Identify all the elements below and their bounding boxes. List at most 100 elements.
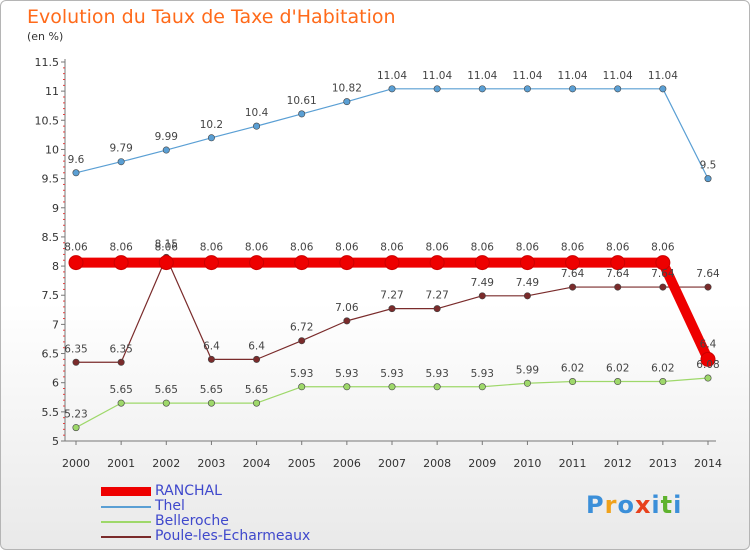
data-point-thel: [298, 110, 306, 118]
data-point-belleroche: [478, 383, 486, 391]
x-tick-label: 2005: [288, 457, 316, 470]
data-label-ranchal: 8.06: [651, 242, 675, 254]
data-label-ranchal: 8.06: [290, 242, 314, 254]
y-tick-label: 11: [45, 85, 59, 98]
data-label-belleroche: 5.99: [516, 364, 539, 376]
chart-title: Evolution du Taux de Taxe d'Habitation: [27, 6, 396, 28]
data-label-poule: 7.49: [516, 277, 539, 289]
data-point-belleroche: [343, 383, 351, 391]
data-label-ranchal: 8.06: [606, 242, 630, 254]
data-label-belleroche: 5.65: [109, 384, 132, 396]
x-tick-label: 2010: [513, 457, 541, 470]
data-label-poule: 7.64: [561, 268, 585, 280]
data-point-ranchal: [339, 255, 355, 271]
data-point-poule: [523, 292, 531, 300]
y-tick-label: 6.5: [42, 348, 60, 361]
data-label-belleroche: 6.02: [561, 363, 584, 375]
data-label-thel: 11.04: [648, 70, 678, 82]
data-point-poule: [569, 283, 577, 291]
y-tick-label: 5: [52, 435, 59, 448]
x-tick-label: 2013: [649, 457, 677, 470]
chart-subtitle: (en %): [27, 30, 64, 43]
y-tick-label: 7.5: [42, 289, 60, 302]
x-tick-label: 2014: [694, 457, 722, 470]
data-point-belleroche: [253, 399, 261, 407]
data-label-thel: 9.6: [68, 154, 85, 166]
data-label-poule: 7.27: [380, 290, 403, 302]
legend-label-ranchal: RANCHAL: [155, 483, 222, 499]
data-point-ranchal: [294, 255, 310, 271]
data-point-thel: [343, 98, 351, 106]
data-point-ranchal: [655, 255, 671, 271]
data-point-poule: [298, 337, 306, 345]
data-point-thel: [207, 134, 215, 142]
data-label-thel: 10.82: [332, 83, 362, 95]
data-point-thel: [659, 85, 667, 93]
y-tick-label: 5.5: [42, 406, 60, 419]
data-point-ranchal: [113, 255, 129, 271]
legend-item-belleroche: Belleroche: [101, 514, 310, 529]
data-label-ranchal: 8.06: [245, 242, 269, 254]
legend-swatch-poule: [101, 535, 151, 538]
data-label-thel: 11.04: [603, 70, 633, 82]
data-label-thel: 11.04: [377, 70, 407, 82]
x-tick-label: 2009: [468, 457, 496, 470]
data-point-poule: [388, 305, 396, 313]
data-point-belleroche: [72, 424, 80, 432]
data-label-thel: 9.99: [155, 131, 178, 143]
data-label-poule: 6.4: [203, 340, 220, 352]
data-label-belleroche: 5.93: [471, 368, 494, 380]
data-label-poule: 6.35: [64, 343, 87, 355]
data-point-poule: [614, 283, 622, 291]
data-label-ranchal: 8.06: [561, 242, 585, 254]
data-point-poule: [207, 355, 215, 363]
data-label-ranchal: 8.06: [64, 242, 88, 254]
data-point-poule: [433, 305, 441, 313]
data-label-ranchal: 6.4: [700, 338, 717, 350]
data-label-thel: 11.04: [512, 70, 542, 82]
data-point-poule: [253, 355, 261, 363]
data-label-belleroche: 5.93: [290, 368, 313, 380]
data-point-ranchal: [700, 351, 716, 367]
y-tick-label: 11.5: [35, 56, 60, 69]
x-tick-label: 2007: [378, 457, 406, 470]
y-tick-label: 6: [52, 377, 59, 390]
data-point-thel: [253, 122, 261, 130]
data-label-belleroche: 5.93: [335, 368, 358, 380]
legend-swatch-belleroche: [101, 520, 151, 523]
data-label-poule: 7.27: [425, 290, 448, 302]
data-point-poule: [343, 317, 351, 325]
data-point-belleroche: [704, 374, 712, 382]
data-point-thel: [388, 85, 396, 93]
data-label-belleroche: 5.93: [380, 368, 403, 380]
data-point-ranchal: [68, 255, 84, 271]
data-point-ranchal: [429, 255, 445, 271]
data-point-belleroche: [433, 383, 441, 391]
data-label-belleroche: 5.65: [245, 384, 268, 396]
legend-swatch-thel: [101, 505, 151, 508]
x-tick-label: 2006: [333, 457, 361, 470]
proxiti-logo: Proxiti: [586, 491, 683, 519]
x-tick-label: 2012: [604, 457, 632, 470]
data-point-poule: [117, 358, 125, 366]
data-label-ranchal: 8.06: [155, 242, 179, 254]
x-tick-label: 2008: [423, 457, 451, 470]
data-label-belleroche: 6.02: [651, 363, 674, 375]
y-tick-label: 10: [45, 143, 59, 156]
y-tick-label: 10.5: [35, 114, 60, 127]
data-label-thel: 10.61: [287, 95, 317, 107]
data-point-thel: [569, 85, 577, 93]
data-point-thel: [523, 85, 531, 93]
x-tick-label: 2011: [559, 457, 587, 470]
data-point-ranchal: [203, 255, 219, 271]
data-label-thel: 10.4: [245, 107, 269, 119]
data-label-thel: 9.79: [109, 143, 132, 155]
data-label-thel: 9.5: [700, 160, 717, 172]
data-point-poule: [478, 292, 486, 300]
data-label-ranchal: 8.06: [109, 242, 133, 254]
legend-label-belleroche: Belleroche: [155, 513, 229, 529]
legend-label-thel: Thel: [155, 498, 185, 514]
legend-item-poule: Poule-les-Echarmeaux: [101, 529, 310, 544]
